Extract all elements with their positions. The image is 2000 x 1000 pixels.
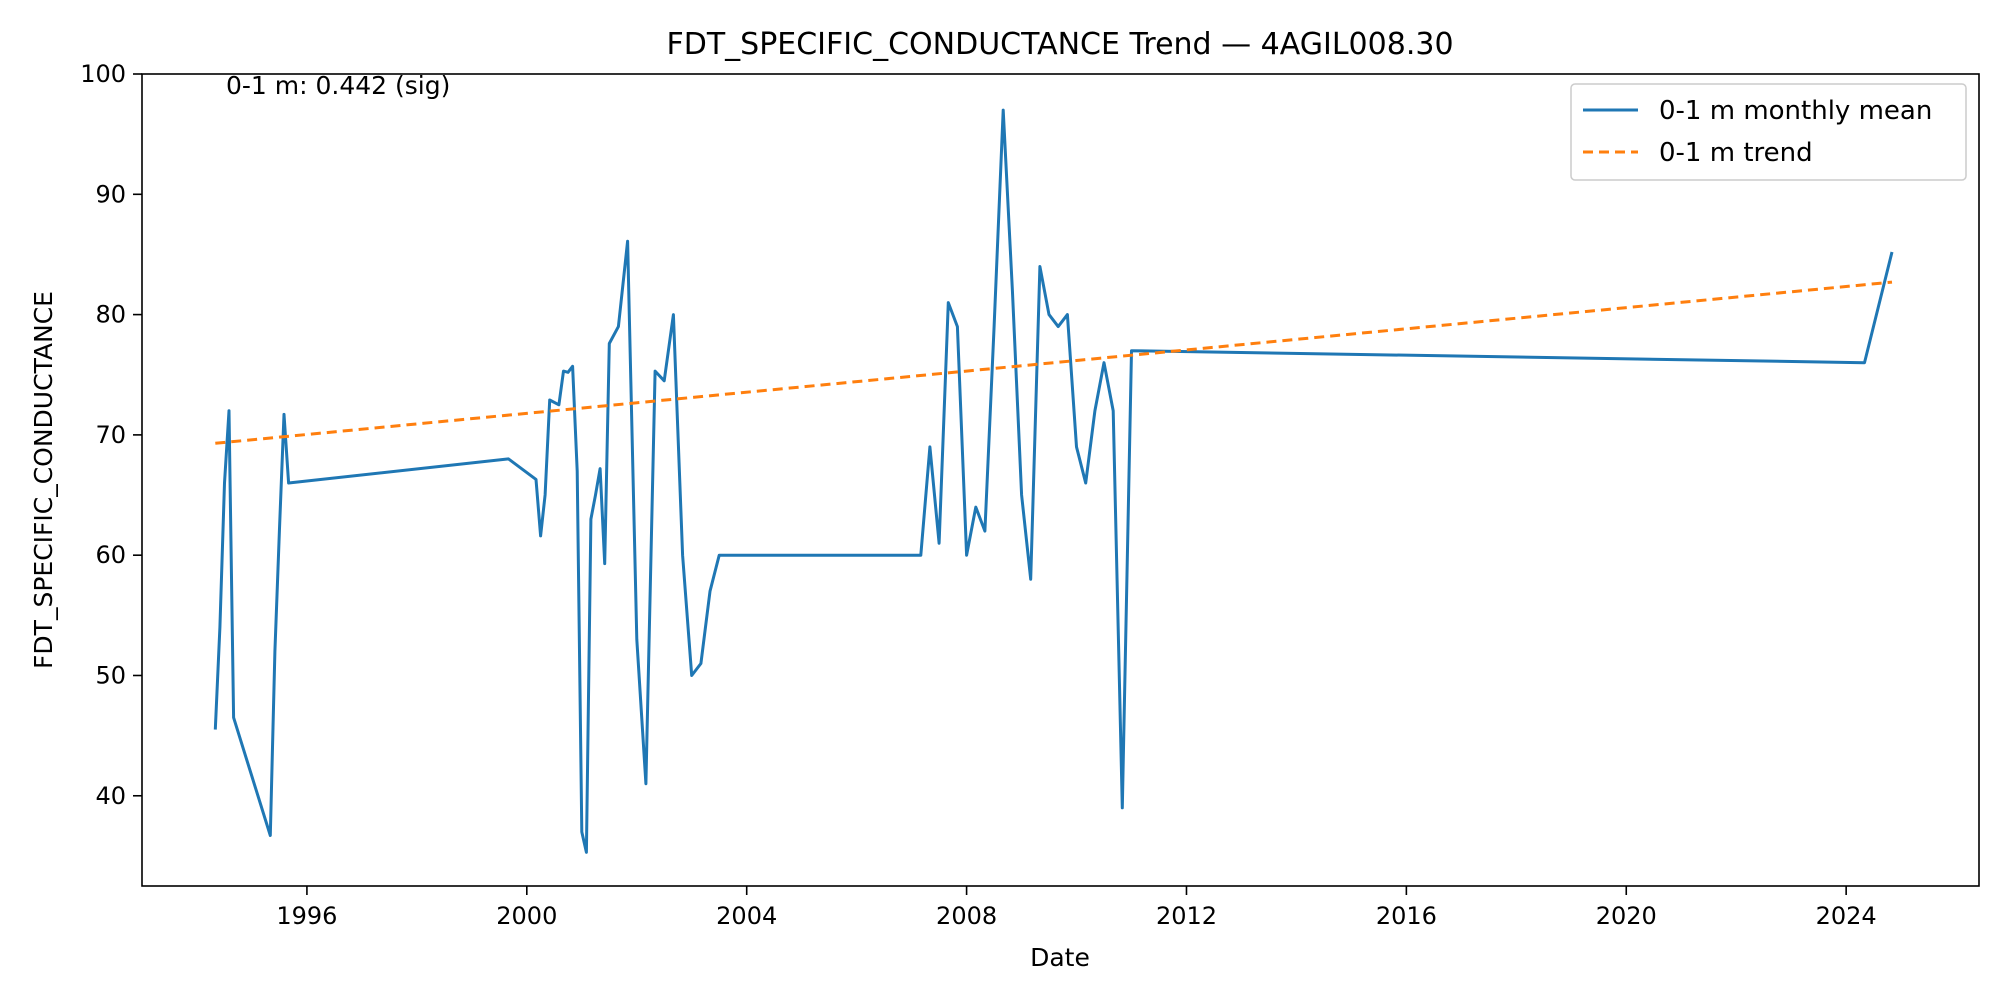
x-axis-label: Date xyxy=(1030,943,1090,972)
y-tick-label: 90 xyxy=(95,180,126,208)
plot-frame xyxy=(141,73,1980,887)
series-line-trend xyxy=(215,280,1893,445)
chart-title: FDT_SPECIFIC_CONDUCTANCE Trend — 4AGIL00… xyxy=(666,27,1453,62)
x-axis: 1996 2000 2004 2008 2012 2016 2020 2024 xyxy=(276,886,1877,930)
x-tick-label: 2004 xyxy=(716,902,777,930)
x-tick-label: 2000 xyxy=(496,902,557,930)
x-tick-label: 1996 xyxy=(276,902,337,930)
series-line-monthly-mean xyxy=(213,108,1894,854)
y-axis-label: FDT_SPECIFIC_CONDUCTANCE xyxy=(29,291,58,669)
y-tick-label: 80 xyxy=(95,301,126,329)
y-tick-label: 100 xyxy=(80,60,126,88)
legend-label-series: 0-1 m monthly mean xyxy=(1659,96,1932,126)
x-tick-label: 2008 xyxy=(936,902,997,930)
legend-box xyxy=(1570,83,1967,181)
y-axis: 40 50 60 70 80 90 100 xyxy=(80,60,142,810)
x-tick-label: 2024 xyxy=(1816,902,1877,930)
trend-annotation: 0-1 m: 0.442 (sig) xyxy=(226,71,450,100)
x-tick-label: 2020 xyxy=(1596,902,1657,930)
y-tick-label: 40 xyxy=(95,782,126,810)
x-tick-label: 2012 xyxy=(1156,902,1217,930)
y-tick-label: 50 xyxy=(95,661,126,689)
x-tick-label: 2016 xyxy=(1376,902,1437,930)
legend: 0-1 m monthly mean 0-1 m trend xyxy=(1570,83,1967,181)
y-tick-label: 70 xyxy=(95,421,126,449)
legend-label-trend: 0-1 m trend xyxy=(1659,138,1813,168)
y-tick-label: 60 xyxy=(95,541,126,569)
